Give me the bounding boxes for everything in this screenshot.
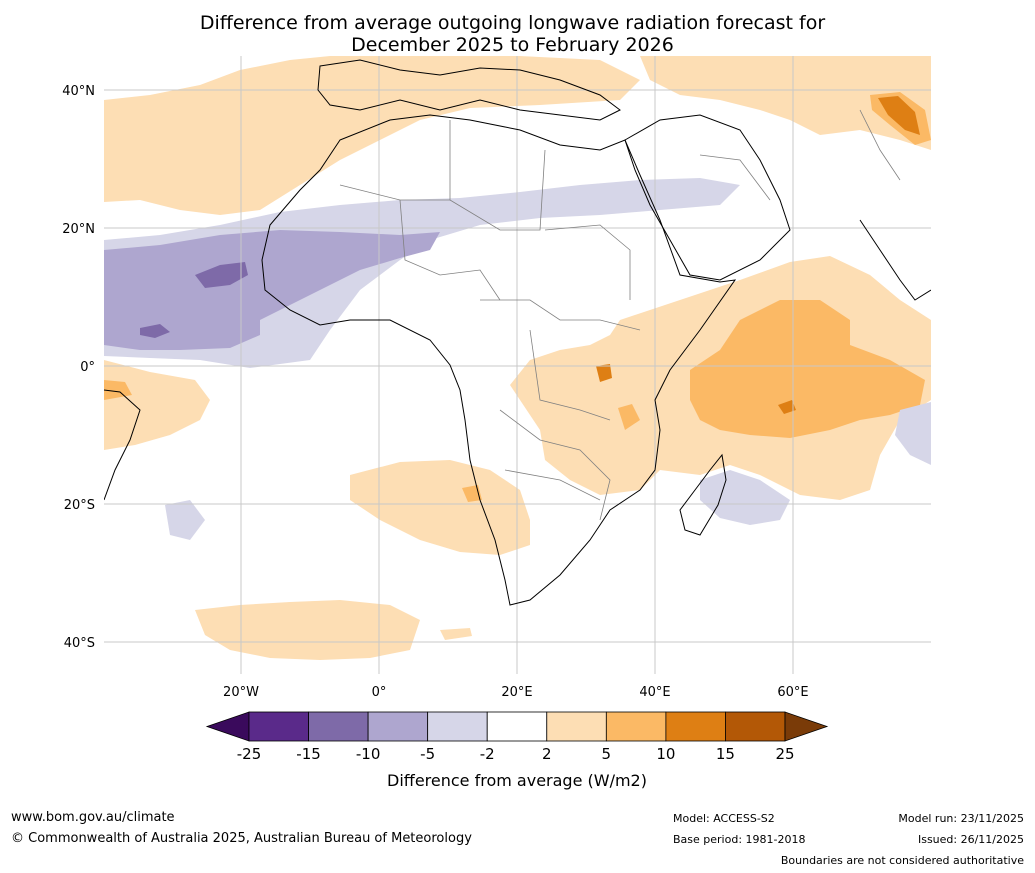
anomaly-negative-strong-core-2 (140, 324, 170, 338)
arabia-coastline (624, 114, 791, 281)
colorbar-tick-label: -2 (480, 745, 495, 763)
colorbar-segment (665, 711, 726, 742)
lat-label-40n: 40°N (62, 84, 95, 99)
anomaly-positive-small-southern (440, 628, 472, 640)
anomaly-positive-indian-ocean-strong (690, 300, 925, 438)
footer-model-run: Model run: 23/11/2025 (898, 812, 1024, 825)
anomaly-negative-strong-core (195, 262, 248, 288)
lat-label-40s: 40°S (64, 636, 95, 651)
graticule (104, 56, 931, 674)
anomaly-positive-east-africa-strong (618, 404, 640, 430)
colorbar-segment (486, 711, 548, 742)
colorbar-tick-label: -15 (296, 745, 321, 763)
madagascar-coastline (679, 453, 727, 536)
europe-coastline (317, 59, 621, 121)
africa-coastline (261, 114, 737, 606)
colorbar-tick-label: 2 (542, 745, 552, 763)
anomaly-negative-madagascar (700, 470, 790, 525)
colorbar-segment (605, 711, 667, 742)
colorbar (205, 711, 829, 742)
footer-base-period: Base period: 1981-2018 (673, 833, 806, 846)
lon-label-40e: 40°E (639, 685, 670, 700)
footer-disclaimer: Boundaries are not considered authoritat… (780, 854, 1024, 867)
lon-label-20e: 20°E (501, 685, 532, 700)
colorbar-tick-label: 15 (716, 745, 735, 763)
anomaly-negative-madagascar-east (895, 402, 931, 465)
map-title-line-2: December 2025 to February 2026 (351, 34, 674, 56)
colorbar-segment (725, 711, 786, 742)
colorbar-segment (308, 711, 369, 742)
anomaly-positive-northeast (640, 56, 931, 150)
anomaly-negative-medium-band (104, 230, 440, 350)
lon-label-20w: 20°W (223, 685, 259, 700)
lat-label-20s: 20°S (64, 498, 95, 513)
colorbar-segment (248, 711, 309, 742)
colorbar-segment (546, 711, 607, 742)
colorbar-segment (427, 711, 488, 742)
anomaly-positive-south-america-strong (104, 380, 132, 400)
colorbar-tick-label: -10 (356, 745, 381, 763)
anomaly-negative-south-atlantic-small (165, 500, 205, 540)
anomaly-positive-indian-ocean-core (778, 400, 796, 414)
anomaly-layer (104, 56, 931, 660)
footer-website: www.bom.gov.au/climate (11, 810, 175, 825)
india-coastline (859, 219, 931, 301)
south-america-coastline (104, 389, 141, 501)
lat-label-20n: 20°N (62, 222, 95, 237)
latitude-labels: 40°N 20°N 0° 20°S 40°S (62, 84, 95, 651)
anomaly-negative-light-band (104, 178, 740, 368)
lon-label-0: 0° (372, 685, 387, 700)
anomaly-positive-northeast-stronger (878, 96, 920, 135)
colorbar-tick-label: -25 (237, 745, 262, 763)
footer-copyright: © Commonwealth of Australia 2025, Austra… (11, 831, 472, 846)
lat-label-0: 0° (80, 360, 95, 375)
country-borders (339, 109, 901, 521)
map-title-line-1: Difference from average outgoing longwav… (199, 12, 826, 34)
colorbar-tick-label: 25 (775, 745, 794, 763)
anomaly-positive-lakes (596, 364, 612, 382)
lon-label-60e: 60°E (777, 685, 808, 700)
colorbar-labels: -25 -15 -10 -5 -2 2 5 10 15 25 (237, 745, 795, 763)
footer-model: Model: ACCESS-S2 (673, 812, 775, 825)
colorbar-tick-label: 10 (656, 745, 675, 763)
anomaly-positive-north (104, 56, 640, 215)
colorbar-tick-label: 5 (602, 745, 612, 763)
colorbar-extend-min (205, 711, 250, 742)
colorbar-segment (367, 711, 429, 742)
coastlines (104, 59, 931, 606)
longitude-labels: 20°W 0° 20°E 40°E 60°E (223, 685, 809, 700)
anomaly-positive-south-america (104, 360, 210, 450)
colorbar-tick-label: -5 (420, 745, 435, 763)
anomaly-positive-southern (195, 600, 420, 660)
colorbar-title: Difference from average (W/m2) (387, 771, 647, 790)
anomaly-positive-south-atlantic (350, 460, 530, 555)
footer-issued: Issued: 26/11/2025 (917, 833, 1024, 846)
colorbar-extend-max (784, 711, 829, 742)
